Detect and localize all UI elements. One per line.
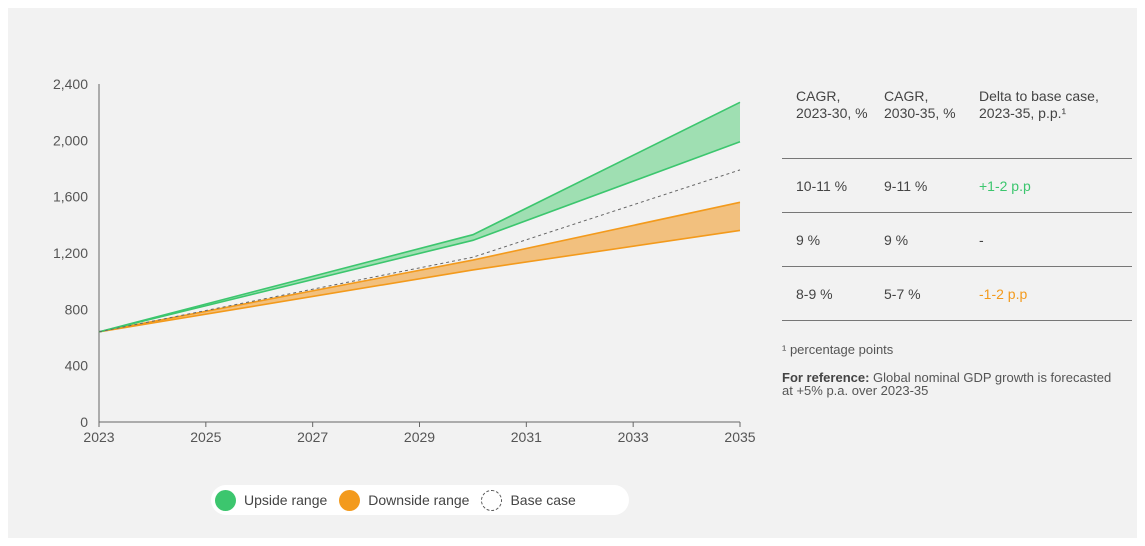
y-tick-label: 1,600 [53, 189, 88, 205]
table-cell: 10-11 % [796, 177, 848, 194]
chart-series [98, 101, 741, 333]
reference-text: Global nominal GDP growth is forecasted … [782, 370, 1112, 398]
x-tick-label: 2023 [83, 429, 114, 445]
header-line: 2023-35, p.p.¹ [979, 105, 1067, 121]
table-row-downside: 8-9 % 5-7 % -1-2 p.p [782, 267, 1132, 321]
table-row-base: 9 % 9 % - [782, 213, 1132, 267]
table-row-upside: 10-11 % 9-11 % +1-2 p.p [782, 159, 1132, 213]
y-tick-label: 2,000 [53, 132, 88, 148]
legend-item-downside: Downside range [339, 489, 470, 511]
x-tick-label: 2027 [297, 429, 328, 445]
x-tick-label: 2025 [190, 429, 221, 445]
table-header-cagr-2023-30: CAGR, 2023-30, % [782, 88, 884, 158]
downside-upper-line [98, 201, 741, 333]
cagr-table: CAGR, 2023-30, % CAGR, 2030-35, % Delta … [782, 88, 1132, 321]
table-cell-delta-negative: -1-2 p.p [979, 285, 1028, 302]
downside-lower-line [98, 229, 741, 333]
x-tick-label: 2029 [404, 429, 435, 445]
downside-swatch-icon [339, 489, 361, 511]
table-cell: 9-11 % [884, 177, 928, 194]
x-tick-label: 2031 [511, 429, 542, 445]
y-tick-label: 400 [65, 358, 89, 374]
base-case-swatch-icon [481, 489, 503, 511]
reference-note: For reference: Global nominal GDP growth… [782, 371, 1122, 397]
table-header-cagr-2030-35: CAGR, 2030-35, % [884, 88, 979, 158]
header-line: 2030-35, % [884, 105, 956, 121]
header-line: CAGR, [884, 88, 929, 104]
table-cell: 9 % [884, 231, 909, 248]
table-header-row: CAGR, 2023-30, % CAGR, 2030-35, % Delta … [782, 88, 1132, 159]
chart-legend: Upside range Downside range Base case [211, 485, 629, 515]
table-cell: 5-7 % [884, 285, 921, 302]
reference-label: For reference: [782, 370, 870, 385]
upside-range-area [99, 102, 740, 332]
header-line: CAGR, [796, 88, 841, 104]
legend-item-upside: Upside range [215, 489, 328, 511]
upside-swatch-icon [215, 489, 236, 511]
chart-panel [8, 8, 1137, 538]
table-cell-delta-neutral: - [979, 231, 984, 248]
x-tick-label: 2035 [724, 429, 755, 445]
table-cell: 9 % [796, 231, 821, 248]
legend-item-base: Base case [481, 489, 576, 511]
table-cell: 8-9 % [796, 285, 833, 302]
header-line: Delta to base case, [979, 88, 1099, 104]
y-tick-label: 2,400 [53, 76, 88, 92]
y-tick-label: 0 [80, 414, 88, 430]
base-case-line [98, 169, 741, 333]
y-axis: 0 400 800 1,200 1,600 2,000 2,400 [53, 76, 100, 430]
footnote: ¹ percentage points [782, 342, 894, 357]
x-tick-label: 2033 [618, 429, 649, 445]
table-header-delta: Delta to base case, 2023-35, p.p.¹ [979, 88, 1132, 158]
x-axis: 2023 2025 2027 2029 2031 2033 2035 [83, 421, 756, 445]
legend-label-upside: Upside range [244, 492, 328, 508]
upside-lower-line [98, 140, 741, 333]
legend-label-downside: Downside range [368, 492, 470, 508]
legend-label-base: Base case [510, 492, 576, 508]
header-line: 2023-30, % [796, 105, 868, 121]
upside-upper-line [98, 101, 741, 333]
table-cell-delta-positive: +1-2 p.p [979, 177, 1031, 194]
y-tick-label: 800 [65, 301, 89, 317]
y-tick-label: 1,200 [53, 245, 88, 261]
